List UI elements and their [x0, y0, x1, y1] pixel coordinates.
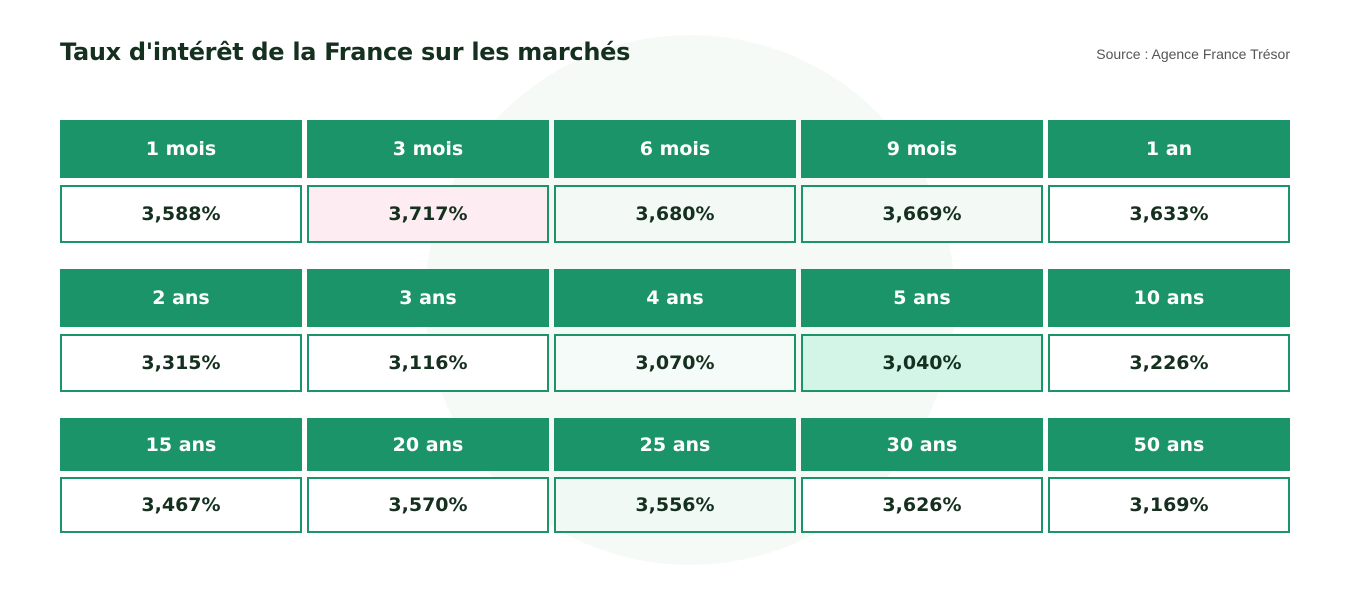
term-header: 9 mois [801, 120, 1043, 178]
term-header: 30 ans [801, 418, 1043, 471]
term-header: 1 mois [60, 120, 302, 178]
term-header: 3 mois [307, 120, 549, 178]
rate-cell: 3,040% [801, 334, 1043, 392]
rate-cell: 3,169% [1048, 477, 1290, 533]
term-header: 5 ans [801, 269, 1043, 327]
rate-cell: 3,570% [307, 477, 549, 533]
term-header: 10 ans [1048, 269, 1290, 327]
rate-cell: 3,116% [307, 334, 549, 392]
term-header: 2 ans [60, 269, 302, 327]
rate-cell: 3,669% [801, 185, 1043, 243]
term-header: 3 ans [307, 269, 549, 327]
rate-cell: 3,226% [1048, 334, 1290, 392]
term-header: 50 ans [1048, 418, 1290, 471]
rate-cell: 3,588% [60, 185, 302, 243]
rate-cell: 3,717% [307, 185, 549, 243]
title: Taux d'intérêt de la France sur les marc… [60, 38, 631, 66]
term-header: 15 ans [60, 418, 302, 471]
term-header: 20 ans [307, 418, 549, 471]
term-header: 25 ans [554, 418, 796, 471]
term-header: 6 mois [554, 120, 796, 178]
term-header: 1 an [1048, 120, 1290, 178]
rate-cell: 3,626% [801, 477, 1043, 533]
term-header: 4 ans [554, 269, 796, 327]
rate-cell: 3,315% [60, 334, 302, 392]
rate-cell: 3,633% [1048, 185, 1290, 243]
rate-cell: 3,680% [554, 185, 796, 243]
rate-cell: 3,556% [554, 477, 796, 533]
rate-cell: 3,467% [60, 477, 302, 533]
source: Source : Agence France Trésor [1096, 46, 1290, 62]
rate-cell: 3,070% [554, 334, 796, 392]
